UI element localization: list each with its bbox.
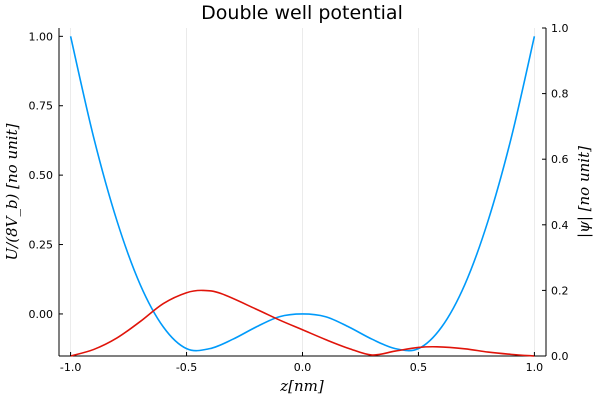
y-right-tick-label: 1.0 xyxy=(551,22,569,35)
y-left-tick-label: 0.50 xyxy=(29,169,54,182)
x-axis-label: z[nm] xyxy=(279,377,324,395)
y-right-tick-label: 0.2 xyxy=(551,284,569,297)
y-right-axis-label: |ψ| [no unit] xyxy=(575,146,593,238)
x-tick-label: 1.0 xyxy=(526,361,544,374)
y-left-axis-label: U/(8V_b) [no unit] xyxy=(3,123,21,260)
wavefunction-line xyxy=(70,289,535,357)
y-left-tick-label: 0.75 xyxy=(29,100,54,113)
ticks-layer: -1.0 -0.5 0.0 0.5 1.0 0.00 0.25 0.50 0.75 1.00 0.0… xyxy=(29,22,569,374)
x-tick-label: 0.0 xyxy=(294,361,312,374)
series-layer xyxy=(69,36,536,357)
grid-layer xyxy=(70,28,535,356)
y-left-tick-label: 1.00 xyxy=(29,30,54,43)
potential-line xyxy=(69,36,536,352)
y-left-tick-label: 0.25 xyxy=(29,239,54,252)
y-right-tick-label: 0.4 xyxy=(551,219,569,232)
y-right-tick-label: 0.6 xyxy=(551,153,569,166)
chart-title: Double well potential xyxy=(201,2,403,24)
y-right-tick-label: 0.8 xyxy=(551,88,569,101)
x-tick-label: -1.0 xyxy=(60,361,81,374)
x-tick-label: 0.5 xyxy=(410,361,428,374)
x-tick-label: -0.5 xyxy=(176,361,197,374)
y-left-tick-label: 0.00 xyxy=(29,308,54,321)
y-right-tick-label: 0.0 xyxy=(551,350,569,363)
